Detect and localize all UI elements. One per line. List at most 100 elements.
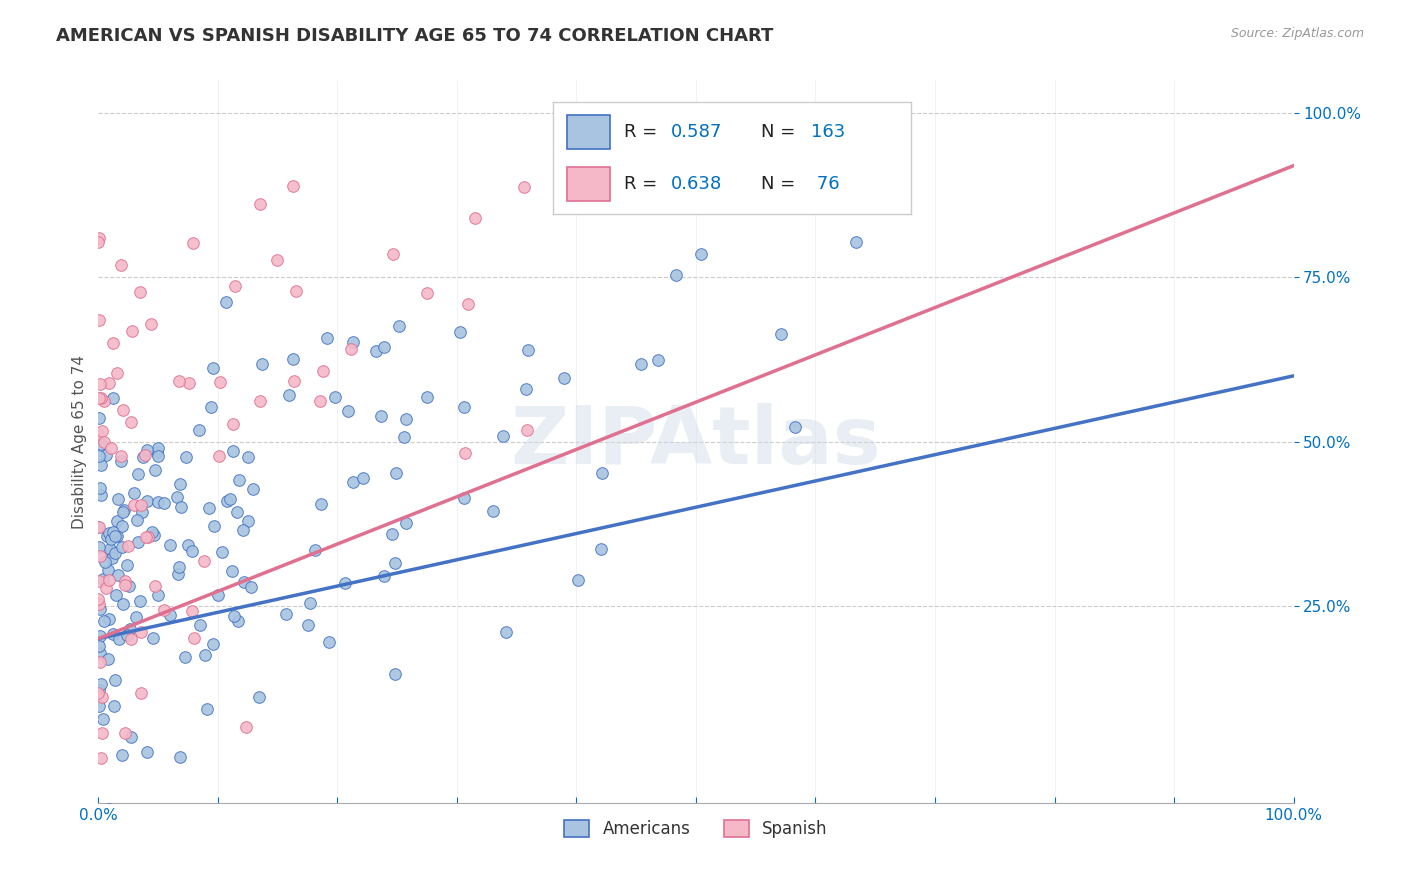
Point — [207, 588, 229, 602]
Point — [89, 655, 111, 669]
Point — [181, 604, 204, 618]
Point — [195, 702, 218, 716]
Point — [495, 625, 517, 640]
Point — [101, 545, 124, 559]
Point — [121, 324, 143, 338]
Point — [129, 594, 152, 608]
Point — [125, 513, 148, 527]
Point — [136, 530, 159, 544]
Point — [114, 577, 136, 591]
Point — [266, 252, 288, 267]
Point — [148, 450, 170, 464]
Point — [224, 609, 246, 624]
Point — [373, 340, 395, 354]
Point — [103, 524, 125, 539]
Point — [145, 445, 167, 459]
Point — [395, 412, 418, 426]
Point — [384, 667, 406, 681]
Point — [87, 391, 110, 405]
Point — [136, 494, 159, 508]
Point — [240, 580, 263, 594]
Point — [107, 491, 129, 506]
Point — [103, 335, 125, 350]
Point — [98, 611, 121, 625]
Point — [112, 503, 135, 517]
Point — [117, 539, 139, 553]
Point — [373, 569, 395, 583]
Point — [226, 505, 249, 519]
Point — [148, 588, 170, 602]
Point — [457, 297, 479, 311]
Point — [87, 519, 110, 533]
Point — [127, 535, 149, 549]
Point — [94, 448, 117, 462]
Point — [87, 699, 110, 714]
Y-axis label: Disability Age 65 to 74: Disability Age 65 to 74 — [72, 354, 87, 529]
Point — [297, 617, 319, 632]
Point — [90, 392, 112, 406]
Point — [249, 394, 271, 409]
Point — [384, 556, 406, 570]
Point — [193, 554, 215, 568]
Point — [200, 401, 222, 415]
Point — [97, 573, 120, 587]
Point — [219, 492, 242, 507]
Point — [103, 627, 125, 641]
Point — [93, 614, 115, 628]
Point — [482, 504, 505, 518]
Point — [111, 748, 134, 763]
Point — [416, 390, 439, 404]
Point — [215, 494, 238, 508]
Point — [167, 566, 190, 581]
Point — [183, 631, 205, 645]
Point — [198, 501, 221, 516]
Point — [143, 579, 166, 593]
Point — [228, 473, 250, 487]
Point — [90, 424, 112, 438]
Point — [202, 519, 225, 533]
Point — [104, 546, 127, 560]
Point — [394, 430, 416, 444]
Point — [114, 574, 136, 589]
Point — [93, 435, 115, 450]
Point — [395, 516, 418, 530]
Point — [174, 450, 197, 465]
Point — [453, 445, 475, 459]
Point — [87, 686, 110, 700]
Point — [188, 617, 211, 632]
Point — [111, 540, 134, 554]
Point — [90, 458, 112, 472]
Point — [416, 285, 439, 300]
Point — [87, 541, 110, 555]
Point — [167, 374, 190, 388]
Point — [87, 597, 110, 611]
Point — [211, 545, 233, 559]
Point — [283, 374, 305, 388]
Point — [125, 610, 148, 624]
Point — [120, 622, 142, 636]
Point — [97, 652, 120, 666]
Point — [174, 649, 197, 664]
Point — [90, 677, 112, 691]
Point — [94, 581, 117, 595]
Point — [285, 284, 308, 298]
Point — [129, 624, 152, 639]
Point — [114, 726, 136, 740]
Point — [135, 746, 157, 760]
Point — [87, 639, 110, 653]
Point — [112, 597, 135, 611]
Legend: Americans, Spanish: Americans, Spanish — [558, 814, 834, 845]
Point — [148, 442, 170, 456]
Point — [214, 295, 236, 310]
Point — [89, 646, 111, 660]
Point — [90, 690, 112, 705]
Point — [553, 371, 575, 385]
Point — [299, 596, 322, 610]
Point — [112, 505, 135, 519]
Point — [464, 211, 486, 225]
Point — [221, 564, 243, 578]
Point — [110, 449, 132, 463]
Point — [129, 498, 152, 512]
Point — [517, 343, 540, 357]
Point — [252, 357, 274, 371]
